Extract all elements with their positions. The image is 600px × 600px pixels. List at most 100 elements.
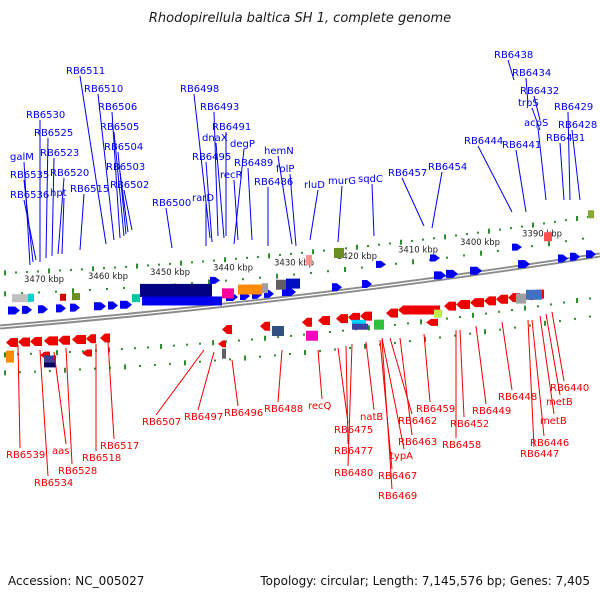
scale-dot (439, 336, 441, 339)
reverse-label-leader (231, 359, 239, 407)
scale-dot (367, 244, 369, 247)
scale-dot (94, 367, 96, 370)
rna-feature (28, 293, 34, 302)
scale-dot (186, 343, 188, 346)
genome-backbone (0, 252, 600, 330)
reverse-label-leader (381, 337, 405, 450)
rna-feature (544, 232, 552, 242)
forward-gene-label: RB6520 (50, 168, 89, 179)
scale-dot (191, 282, 193, 285)
scale-dot (574, 317, 576, 320)
scale-dot (169, 362, 171, 365)
scale-dot (444, 234, 446, 240)
scale-dot (114, 266, 116, 269)
reverse-gene-arrow (6, 338, 18, 348)
forward-label-leader (233, 179, 239, 241)
scale-dot (173, 344, 175, 347)
scale-dot (422, 238, 424, 241)
scale-label: 3440 kbp (213, 264, 253, 274)
forward-gene-label: RB6510 (84, 84, 123, 95)
scale-dot (361, 266, 363, 269)
scale-dot (582, 237, 584, 240)
scale-dot (400, 239, 402, 245)
scale-dot (103, 267, 105, 270)
forward-label-leader (477, 145, 513, 213)
scale-dot (459, 315, 461, 318)
scale-dot (37, 270, 39, 273)
forward-label-leader (205, 161, 213, 243)
scale-dot (485, 312, 487, 315)
scale-dot (563, 301, 565, 304)
reverse-gene-label: natB (360, 412, 383, 423)
reverse-gene-label: RB6507 (142, 417, 181, 428)
scale-dot (38, 291, 40, 294)
reverse-gene-label: RB6480 (334, 468, 373, 479)
forward-gene-arrow (56, 304, 66, 313)
scale-dot (499, 328, 501, 331)
forward-gene-label: trpS (518, 98, 539, 109)
rna-feature (334, 247, 344, 258)
reverse-label-leader (545, 313, 561, 396)
reverse-gene-label: aas (52, 446, 69, 457)
reverse-label-leader (197, 351, 215, 411)
scale-dot (446, 256, 448, 259)
scale-dot (277, 336, 279, 339)
forward-label-leader (97, 93, 115, 241)
forward-gene-label: RB6495 (192, 152, 231, 163)
scale-dot (79, 368, 81, 371)
scale-dot (276, 273, 278, 279)
rna-feature (352, 323, 368, 330)
scale-dot (238, 339, 240, 342)
forward-gene-label: RB6498 (180, 84, 219, 95)
forward-gene-arrow (332, 283, 342, 292)
forward-gene-label: RB6535 (10, 170, 49, 181)
scale-dot (511, 309, 513, 312)
forward-label-leader (213, 111, 219, 237)
forward-label-leader (123, 189, 133, 231)
forward-label-leader (277, 155, 293, 245)
scale-dot (356, 244, 358, 250)
scale-dot (251, 338, 253, 341)
forward-gene-label: RB6457 (388, 168, 427, 179)
forward-label-leader (525, 77, 529, 105)
forward-label-leader (117, 151, 127, 235)
forward-label-leader (113, 131, 125, 237)
forward-gene-label: RB6530 (26, 110, 65, 121)
reverse-gene-label: metB (540, 416, 567, 427)
forward-gene-label: folP (276, 164, 294, 175)
scale-dot (342, 329, 344, 332)
scale-layer: 3470 kbp 3460 kbp 3450 kbp 3440 kbp 3430 kbp… (24, 229, 562, 285)
forward-gene-arrow (210, 276, 220, 284)
scale-dot (312, 249, 314, 255)
scale-dot (469, 332, 471, 335)
forward-gene-label: RB6505 (100, 122, 139, 133)
reverse-gene-arrow (348, 312, 360, 322)
rna-feature (588, 210, 594, 219)
rna-feature (72, 293, 80, 301)
reverse-gene-arrow (318, 316, 330, 326)
scale-dot (72, 288, 74, 294)
scale-dot (293, 273, 295, 276)
scale-dot (329, 331, 331, 334)
reverse-gene-label: RB6458 (442, 440, 481, 451)
scale-label: 3450 kbp (150, 268, 190, 278)
scale-dot (499, 228, 501, 231)
scale-dot (15, 271, 17, 274)
scale-dot (565, 240, 567, 243)
scale-dot (4, 370, 6, 376)
forward-label-leader (233, 148, 245, 245)
reverse-gene-label: RB6528 (58, 466, 97, 477)
scale-dot (409, 340, 411, 343)
scale-dot (433, 237, 435, 240)
forward-label-leader (567, 111, 571, 201)
forward-gene-arrow (70, 303, 80, 312)
forward-gene-label: RB6432 (520, 86, 559, 97)
forward-gene-arrow (120, 300, 132, 309)
forward-gene-arrow (362, 279, 372, 288)
forward-gene-label: galM (10, 152, 34, 163)
forward-gene-arrow (446, 269, 458, 278)
scale-dot (368, 325, 370, 331)
rna-feature (516, 293, 526, 304)
scale-dot (123, 286, 125, 289)
